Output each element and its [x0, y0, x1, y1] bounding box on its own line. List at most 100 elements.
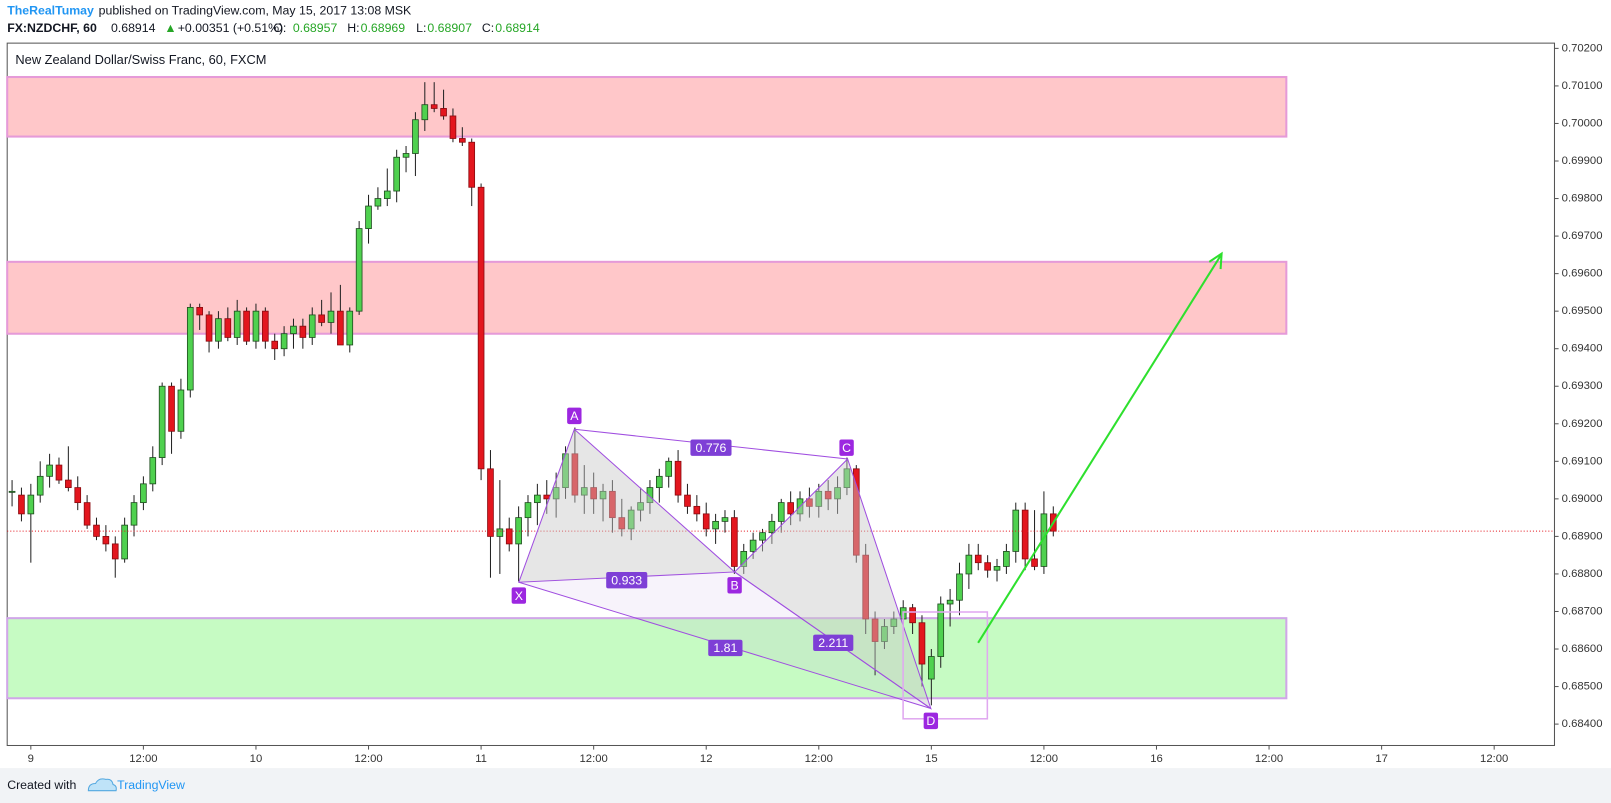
candle-body — [102, 535, 110, 545]
tradingview-logo — [87, 778, 117, 792]
ohlc-value: 0.68957 — [293, 21, 338, 35]
candle-body — [759, 532, 766, 541]
candle-body — [1031, 558, 1038, 567]
candle-body — [599, 490, 607, 500]
candle-body — [402, 153, 410, 158]
y-tick-label: 0.69600 — [1562, 268, 1603, 280]
y-tick-label: 0.68800 — [1562, 568, 1603, 580]
candle-body — [852, 468, 860, 556]
author[interactable]: TheRealTumay — [7, 4, 94, 18]
candle-body — [702, 513, 710, 530]
x-tick-label: 12:00 — [354, 753, 382, 765]
candle-body — [590, 487, 597, 500]
candle-body — [252, 310, 260, 342]
candle-body — [215, 318, 222, 342]
point-label: X — [515, 589, 523, 603]
ratio-label: 0.933 — [611, 573, 642, 587]
candle-body — [459, 138, 466, 143]
zones — [6, 75, 1288, 700]
candle-body — [580, 487, 588, 496]
candle-body — [890, 618, 898, 627]
candle-body — [928, 656, 935, 680]
x-tick-label: 12 — [700, 753, 713, 765]
candle-body — [646, 487, 654, 504]
last-price: 0.68914 — [111, 21, 156, 35]
candle-body — [871, 618, 879, 642]
candle-body — [186, 306, 194, 391]
candle-body — [777, 502, 785, 522]
candle-body — [374, 198, 382, 207]
candle-body — [196, 306, 203, 316]
point-badge — [839, 439, 854, 456]
published-note: published on TradingView.com, May 15, 20… — [99, 4, 412, 18]
candle-body — [449, 115, 457, 139]
point-label: A — [570, 409, 579, 423]
y-tick-label: 0.69500 — [1562, 305, 1603, 317]
demand-zone — [6, 617, 1288, 700]
candle-body — [862, 554, 870, 620]
candle-body — [130, 502, 138, 526]
candle-body — [834, 487, 841, 500]
point-label: C — [842, 441, 851, 455]
candle-body — [843, 468, 851, 489]
candle-body — [412, 119, 419, 154]
candle-body — [655, 475, 663, 489]
brand[interactable]: TradingView — [117, 778, 185, 792]
candle-body — [712, 520, 719, 530]
candle-body — [337, 310, 344, 346]
candle-body — [721, 517, 729, 522]
candle-body — [787, 502, 794, 515]
candle-body — [346, 310, 354, 346]
candle-body — [1021, 509, 1029, 560]
candle-body — [355, 228, 363, 312]
x-tick-label: 15 — [925, 753, 938, 765]
candle-body — [984, 562, 991, 571]
candle-body — [430, 104, 438, 109]
x-tick-label: 12:00 — [805, 753, 833, 765]
x-tick-label: 9 — [28, 753, 34, 765]
candle-body — [993, 566, 1001, 571]
candle-body — [571, 453, 579, 496]
candle-body — [111, 543, 119, 560]
y-tick-label: 0.70000 — [1562, 117, 1603, 129]
candle-body — [262, 310, 269, 342]
candle-body — [918, 622, 926, 665]
candle-body — [308, 314, 316, 338]
candle-body — [487, 468, 494, 537]
candle-body — [534, 494, 541, 504]
ratio-label: 1.81 — [713, 641, 737, 655]
y-tick-label: 0.68600 — [1562, 643, 1603, 655]
candle-body — [383, 190, 391, 199]
supply-zone — [6, 75, 1288, 138]
candle-body — [946, 599, 954, 605]
candle-body — [8, 490, 16, 493]
symbol: FX:NZDCHF, 60 — [7, 21, 97, 35]
candle-body — [684, 494, 691, 507]
change-arrow: ▲ — [164, 21, 176, 35]
ratio-badge — [690, 439, 732, 456]
candle-body — [627, 509, 635, 530]
ohlc-label: C: — [482, 21, 494, 35]
ratio-label: 2.211 — [818, 636, 848, 650]
x-tick-label: 16 — [1150, 753, 1163, 765]
y-tick-label: 0.69100 — [1562, 455, 1603, 467]
created-with: Created with — [7, 778, 76, 792]
candle-body — [149, 457, 157, 485]
candle-body — [55, 464, 63, 481]
candle-body — [280, 333, 288, 350]
candle-body — [524, 502, 532, 519]
candle-body — [290, 325, 297, 335]
candle-body — [18, 494, 25, 515]
point-badge — [567, 407, 582, 425]
candle-body — [27, 494, 35, 515]
point-label: D — [926, 714, 935, 728]
x-tick-label: 17 — [1375, 753, 1388, 765]
x-tick-label: 12:00 — [129, 753, 157, 765]
ohlc-readout: O: 0.68957 H: 0.68969 L: 0.68907 C: 0.68914 — [273, 21, 540, 35]
y-tick-label: 0.69300 — [1562, 380, 1603, 392]
candle-body — [393, 156, 400, 192]
candle-body — [158, 385, 166, 458]
candle-body — [121, 524, 128, 560]
